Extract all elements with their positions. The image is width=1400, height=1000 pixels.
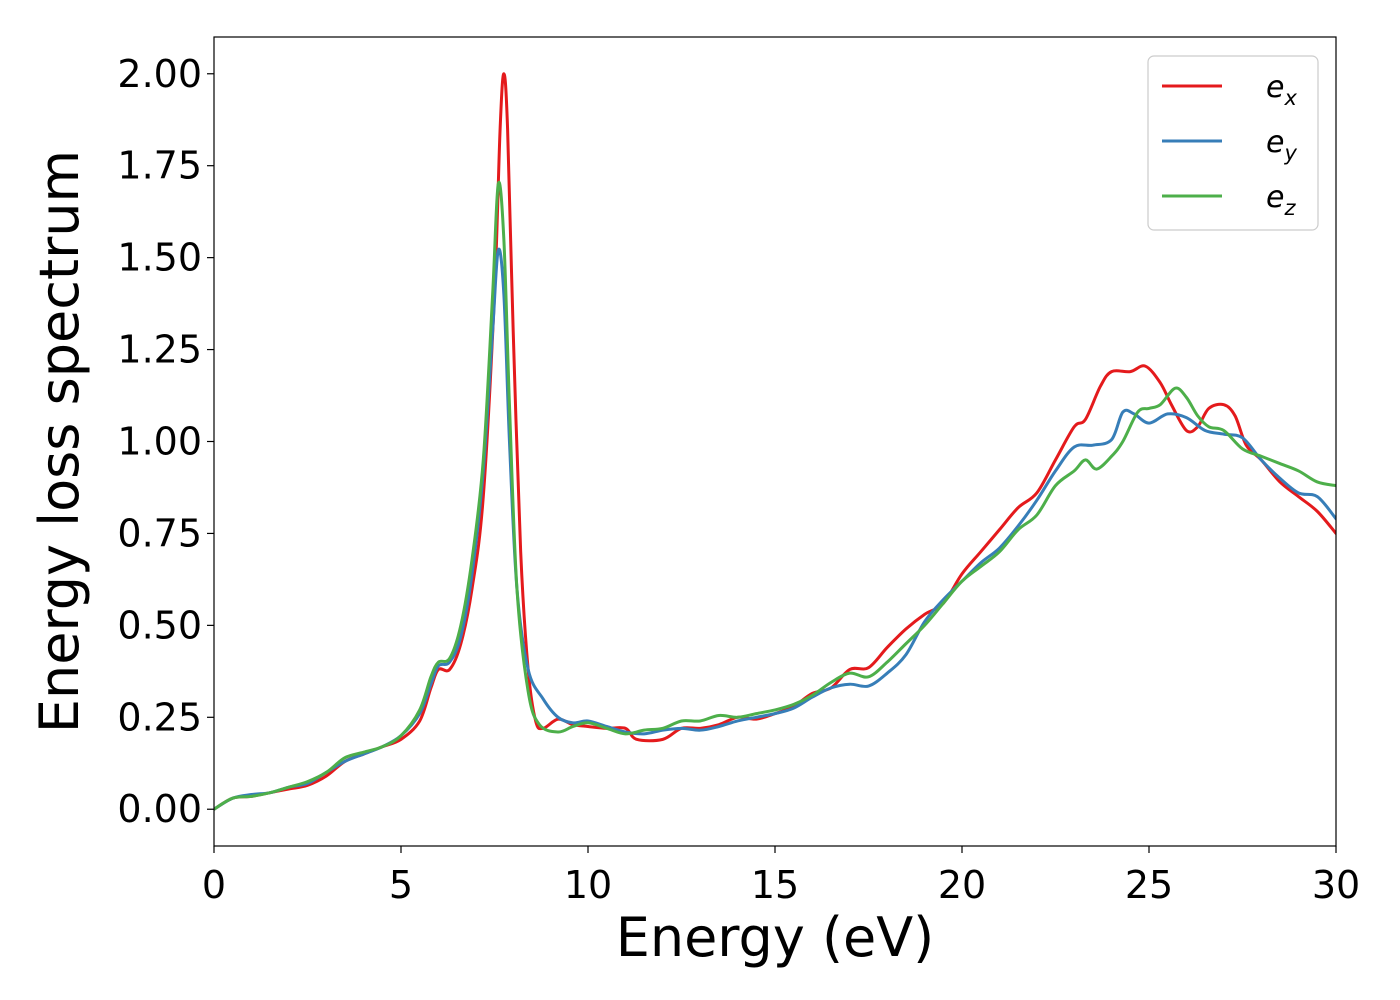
legend-label-subscript: z (1283, 196, 1296, 220)
y-tick-label: 1.25 (117, 328, 202, 372)
legend-label-subscript: y (1283, 141, 1297, 165)
legend-label-base: e (1266, 70, 1284, 105)
x-tick-label: 5 (389, 863, 413, 907)
x-tick-label: 25 (1125, 863, 1173, 907)
y-tick-label: 1.50 (117, 236, 202, 280)
x-tick-label: 15 (751, 863, 799, 907)
series-line-y (214, 247, 1336, 811)
series-line-z (214, 180, 1336, 811)
legend-label-base: e (1266, 125, 1284, 160)
y-axis: 0.00 0.25 0.50 0.75 1.00 1.25 1.50 1.75 2.00 (117, 52, 214, 831)
y-axis-title: Energy loss spectrum (28, 150, 91, 733)
legend-label-z: ez (1266, 180, 1296, 220)
legend-label-x: ex (1266, 70, 1297, 110)
y-tick-label: 0.50 (117, 603, 202, 647)
x-tick-label: 0 (202, 863, 226, 907)
legend-label-y: ey (1266, 125, 1297, 165)
legend-box (1147, 55, 1319, 231)
y-tick-label: 0.75 (117, 511, 202, 555)
y-tick-label: 1.75 (117, 144, 202, 188)
legend-label-base: e (1266, 180, 1284, 215)
y-tick-label: 0.25 (117, 695, 202, 739)
x-axis-title: Energy (eV) (616, 906, 935, 969)
y-tick-label: 1.00 (117, 420, 202, 464)
x-tick-label: 10 (564, 863, 612, 907)
x-axis: 0 5 10 15 20 25 30 (202, 846, 1360, 907)
x-tick-label: 30 (1312, 863, 1360, 907)
legend-label-subscript: x (1283, 86, 1297, 110)
series-layer (214, 72, 1336, 811)
x-tick-label: 20 (938, 863, 986, 907)
y-tick-label: 0.00 (117, 787, 202, 831)
y-tick-label: 2.00 (117, 52, 202, 96)
